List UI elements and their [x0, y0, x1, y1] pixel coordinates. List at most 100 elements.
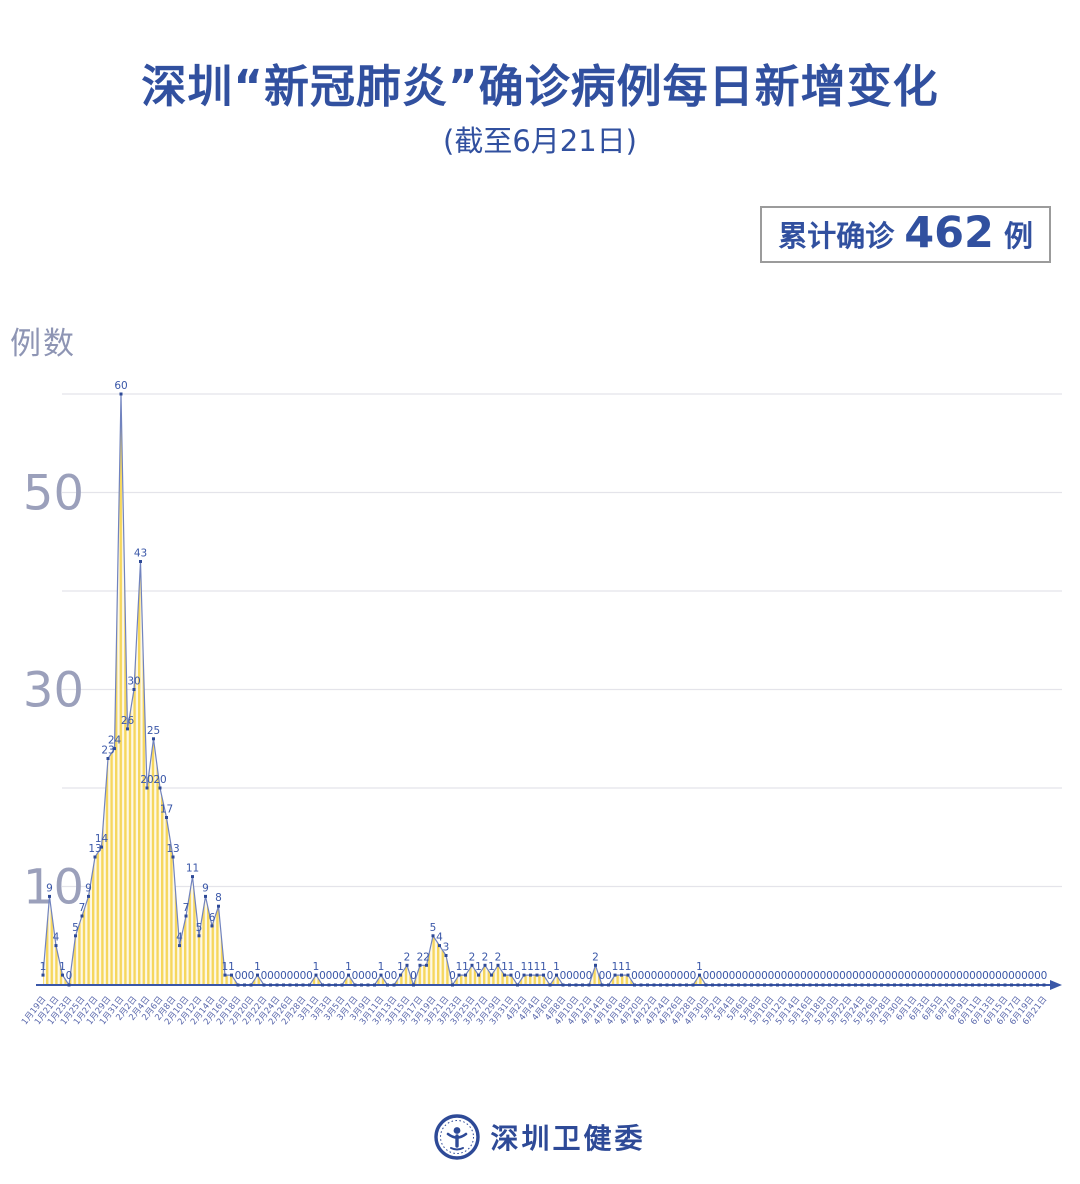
svg-text:0: 0 [865, 970, 872, 982]
svg-text:0: 0 [326, 970, 333, 982]
cumulative-total-badge: 累计确诊 462 例 [760, 206, 1051, 263]
svg-text:1: 1 [625, 961, 632, 973]
svg-text:8: 8 [215, 892, 222, 904]
svg-text:2: 2 [592, 951, 599, 963]
svg-text:0: 0 [839, 970, 846, 982]
svg-text:0: 0 [670, 970, 677, 982]
svg-text:0: 0 [599, 970, 606, 982]
svg-text:1: 1 [397, 961, 404, 973]
svg-text:0: 0 [703, 970, 710, 982]
svg-text:0: 0 [248, 970, 255, 982]
svg-text:0: 0 [261, 970, 268, 982]
svg-text:0: 0 [274, 970, 281, 982]
svg-text:0: 0 [813, 970, 820, 982]
svg-text:0: 0 [735, 970, 742, 982]
svg-text:4: 4 [436, 932, 443, 944]
svg-text:1: 1 [553, 961, 560, 973]
svg-text:0: 0 [657, 970, 664, 982]
svg-text:1: 1 [59, 961, 66, 973]
svg-text:1: 1 [222, 961, 229, 973]
svg-text:1: 1 [345, 961, 352, 973]
svg-text:11: 11 [186, 863, 199, 875]
svg-text:0: 0 [690, 970, 697, 982]
badge-value: 462 [904, 208, 994, 258]
svg-text:0: 0 [644, 970, 651, 982]
svg-text:0: 0 [982, 970, 989, 982]
svg-text:0: 0 [891, 970, 898, 982]
svg-text:0: 0 [677, 970, 684, 982]
svg-text:0: 0 [352, 970, 359, 982]
svg-text:1: 1 [696, 961, 703, 973]
svg-text:0: 0 [319, 970, 326, 982]
svg-text:0: 0 [859, 970, 866, 982]
svg-text:0: 0 [573, 970, 580, 982]
svg-text:0: 0 [748, 970, 755, 982]
svg-text:1: 1 [521, 961, 528, 973]
svg-text:17: 17 [160, 804, 173, 816]
svg-text:0: 0 [560, 970, 567, 982]
svg-text:0: 0 [930, 970, 937, 982]
svg-text:0: 0 [800, 970, 807, 982]
svg-text:0: 0 [358, 970, 365, 982]
svg-text:1: 1 [228, 961, 235, 973]
svg-text:0: 0 [774, 970, 781, 982]
svg-text:0: 0 [872, 970, 879, 982]
svg-text:0: 0 [917, 970, 924, 982]
svg-text:0: 0 [904, 970, 911, 982]
svg-text:13: 13 [88, 843, 101, 855]
svg-text:3: 3 [443, 942, 450, 954]
badge-label: 累计确诊 [778, 218, 895, 253]
svg-text:2: 2 [495, 951, 502, 963]
svg-text:2: 2 [469, 951, 476, 963]
svg-text:0: 0 [709, 970, 716, 982]
svg-text:0: 0 [807, 970, 814, 982]
svg-text:0: 0 [755, 970, 762, 982]
page-title: 深圳“新冠肺炎”确诊病例每日新增变化 [141, 60, 939, 113]
svg-text:0: 0 [235, 970, 242, 982]
svg-text:0: 0 [976, 970, 983, 982]
shenzhen-health-commission-logo-icon [434, 1114, 481, 1160]
svg-text:0: 0 [1015, 970, 1022, 982]
svg-text:50: 50 [23, 466, 84, 522]
footer-org-name: 深圳卫健委 [490, 1122, 646, 1155]
svg-text:0: 0 [287, 970, 294, 982]
svg-text:1: 1 [456, 961, 463, 973]
svg-text:0: 0 [293, 970, 300, 982]
svg-text:0: 0 [66, 970, 73, 982]
svg-text:0: 0 [547, 970, 554, 982]
svg-text:0: 0 [365, 970, 372, 982]
svg-text:0: 0 [989, 970, 996, 982]
svg-text:13: 13 [166, 843, 179, 855]
svg-text:0: 0 [267, 970, 274, 982]
svg-text:0: 0 [449, 970, 456, 982]
svg-text:0: 0 [911, 970, 918, 982]
svg-text:2: 2 [482, 951, 489, 963]
svg-text:0: 0 [898, 970, 905, 982]
svg-text:0: 0 [391, 970, 398, 982]
svg-text:5: 5 [430, 922, 437, 934]
svg-text:20: 20 [140, 774, 153, 786]
svg-text:60: 60 [114, 380, 127, 392]
svg-text:1: 1 [475, 961, 482, 973]
svg-text:0: 0 [787, 970, 794, 982]
svg-text:0: 0 [820, 970, 827, 982]
svg-text:14: 14 [95, 833, 109, 845]
svg-text:0: 0 [1034, 970, 1041, 982]
svg-text:0: 0 [332, 970, 339, 982]
badge-unit: 例 [1003, 218, 1033, 253]
svg-text:0: 0 [833, 970, 840, 982]
svg-text:0: 0 [846, 970, 853, 982]
svg-text:0: 0 [579, 970, 586, 982]
svg-text:1: 1 [254, 961, 261, 973]
svg-text:0: 0 [384, 970, 391, 982]
svg-text:1: 1 [40, 961, 47, 973]
svg-text:1: 1 [612, 961, 619, 973]
svg-text:0: 0 [410, 970, 417, 982]
svg-text:5: 5 [72, 922, 79, 934]
svg-text:0: 0 [781, 970, 788, 982]
svg-text:24: 24 [108, 735, 122, 747]
svg-text:43: 43 [134, 548, 147, 560]
svg-text:30: 30 [127, 676, 140, 688]
footer: 深圳卫健委 [0, 1114, 1080, 1160]
